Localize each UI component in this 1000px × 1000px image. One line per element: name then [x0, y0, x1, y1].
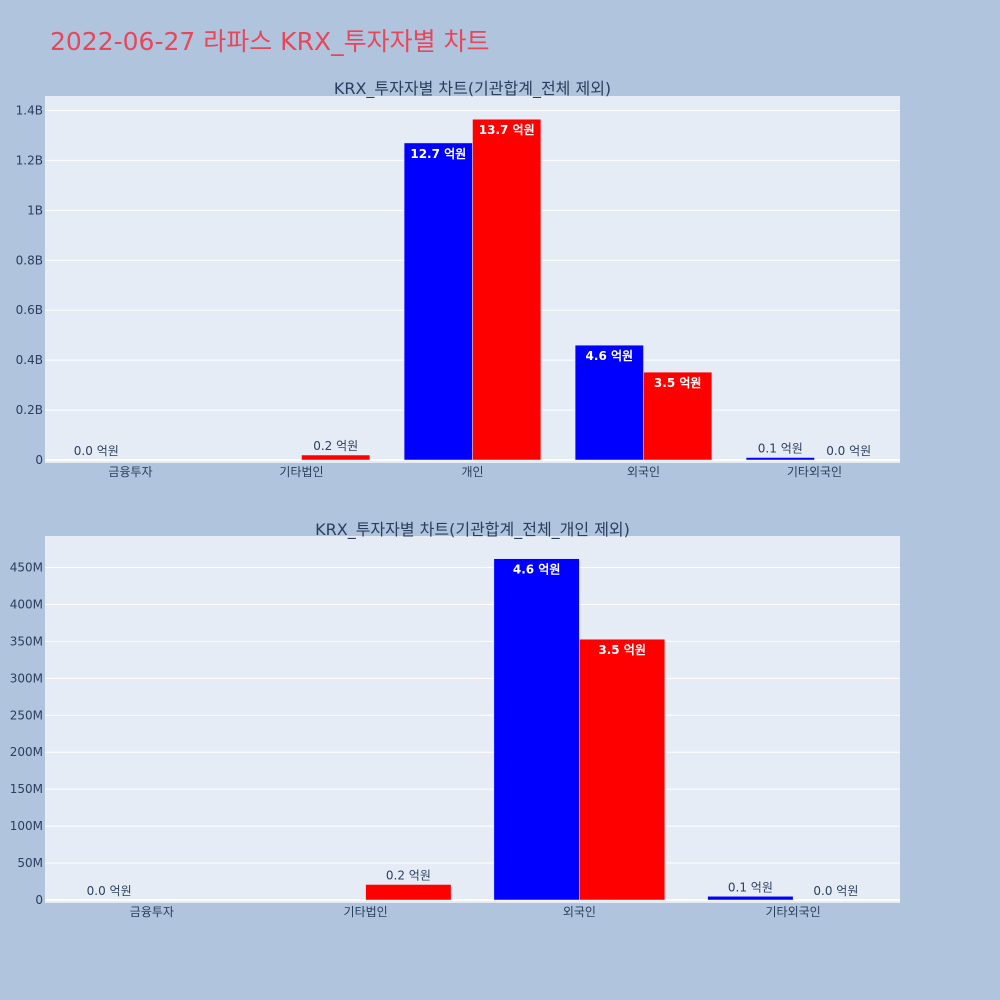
chart2-data-label: 0.0 억원 [87, 884, 132, 898]
chart2-xtick-label: 기타외국인 [766, 905, 821, 919]
chart2-ytick-label: 250M [10, 708, 43, 722]
chart1-bar [643, 371, 713, 461]
chart2-xtick-label: 금융투자 [130, 905, 174, 919]
chart1-bar [745, 457, 815, 461]
chart1-ytick-label: 1B [27, 203, 43, 217]
chart2-plot-area [45, 536, 900, 903]
chart2-bar [365, 884, 452, 901]
chart2-bar [579, 638, 666, 901]
chart2-xtick-label: 외국인 [563, 905, 596, 919]
chart1-ytick-label: 1.2B [16, 153, 43, 167]
chart1-data-label: 0.1 억원 [758, 442, 803, 456]
chart1-bar [301, 454, 371, 461]
chart2-ytick-label: 150M [10, 782, 43, 796]
chart1-data-label: 13.7 억원 [479, 123, 535, 137]
chart2-data-label: 4.6 억원 [513, 563, 561, 577]
chart1-ytick-label: 0.6B [16, 303, 43, 317]
chart1-xtick-label: 기타법인 [279, 465, 323, 479]
chart1-ytick-label: 0.2B [16, 403, 43, 417]
chart2-bar [493, 558, 580, 901]
chart2-data-label: 3.5 억원 [598, 643, 646, 657]
chart1-xtick-label: 기타외국인 [787, 465, 842, 479]
chart1-ytick-label: 0.8B [16, 253, 43, 267]
chart2-ytick-label: 200M [10, 745, 43, 759]
chart2-data-label: 0.0 억원 [813, 884, 858, 898]
chart2-bar [707, 896, 794, 901]
chart2-ytick-label: 300M [10, 671, 43, 685]
chart2-ytick-label: 450M [10, 561, 43, 575]
page-title: 2022-06-27 라파스 KRX_투자자별 차트 [50, 27, 490, 56]
chart2-data-label: 0.2 억원 [386, 868, 431, 882]
chart1-title: KRX_투자자별 차트(기관합계_전체 제외) [334, 79, 611, 99]
chart1-bar [574, 344, 644, 461]
chart1-xtick-label: 개인 [461, 465, 483, 479]
chart1-data-label: 12.7 억원 [410, 147, 466, 161]
chart2-ytick-label: 100M [10, 819, 43, 833]
chart2-xtick-label: 기타법인 [344, 905, 388, 919]
chart2-ytick-label: 350M [10, 634, 43, 648]
chart1-data-label: 4.6 억원 [586, 349, 634, 363]
chart1-ytick-label: 1.4B [16, 103, 43, 117]
chart2-ytick-label: 400M [10, 597, 43, 611]
chart2-data-label: 0.1 억원 [728, 880, 773, 894]
chart1-data-label: 0.2 억원 [313, 439, 358, 453]
chart1-data-label: 0.0 억원 [74, 444, 119, 458]
chart2-title: KRX_투자자별 차트(기관합계_전체_개인 제외) [315, 520, 630, 540]
chart1-xtick-label: 금융투자 [108, 465, 152, 479]
chart1-xtick-label: 외국인 [627, 465, 660, 479]
chart2-ytick-label: 50M [17, 856, 43, 870]
chart1-data-label: 0.0 억원 [826, 444, 871, 458]
chart1-data-label: 3.5 억원 [654, 376, 702, 390]
chart1-bar [403, 142, 473, 461]
chart2-ytick-label: 0 [35, 893, 43, 907]
chart1-ytick-label: 0.4B [16, 353, 43, 367]
chart1-ytick-label: 0 [35, 453, 43, 467]
chart1-bar [472, 118, 542, 461]
